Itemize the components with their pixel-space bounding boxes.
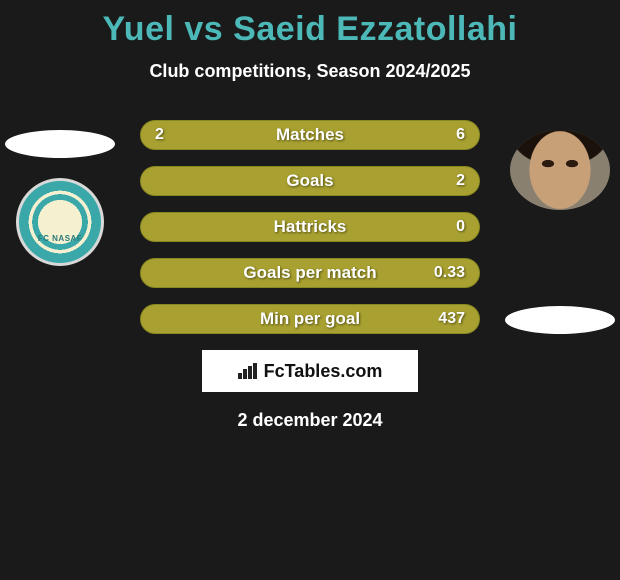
player-right-placeholder <box>505 306 615 334</box>
stat-label: Min per goal <box>141 309 479 329</box>
stat-row-goals-per-match: Goals per match 0.33 <box>140 258 480 288</box>
stat-right-value: 2 <box>456 172 465 190</box>
stat-right-value: 0 <box>456 218 465 236</box>
stat-right-value: 0.33 <box>434 264 465 282</box>
stat-row-min-per-goal: Min per goal 437 <box>140 304 480 334</box>
stat-right-value: 6 <box>456 126 465 144</box>
stat-label: Goals per match <box>141 263 479 283</box>
stats-bars: 2 Matches 6 Goals 2 Hattricks 0 Goals pe… <box>140 120 480 334</box>
comparison-panel: 2 Matches 6 Goals 2 Hattricks 0 Goals pe… <box>0 120 620 431</box>
stat-left-value: 2 <box>155 126 164 144</box>
player-right-column <box>500 120 620 334</box>
brand-box: FcTables.com <box>202 350 418 392</box>
stat-right-value: 437 <box>438 310 465 328</box>
stat-label: Goals <box>141 171 479 191</box>
stat-label: Matches <box>141 125 479 145</box>
subtitle: Club competitions, Season 2024/2025 <box>0 61 620 82</box>
bar-chart-icon <box>238 363 258 379</box>
player-left-placeholder <box>5 130 115 158</box>
brand-text: FcTables.com <box>264 361 383 382</box>
club-badge-left <box>16 178 104 266</box>
face-icon <box>510 130 610 210</box>
stat-row-matches: 2 Matches 6 <box>140 120 480 150</box>
stat-row-goals: Goals 2 <box>140 166 480 196</box>
player-right-photo <box>510 130 610 210</box>
player-left-column <box>0 120 120 266</box>
date-label: 2 december 2024 <box>0 410 620 431</box>
stat-row-hattricks: Hattricks 0 <box>140 212 480 242</box>
stat-label: Hattricks <box>141 217 479 237</box>
page-title: Yuel vs Saeid Ezzatollahi <box>0 0 620 49</box>
